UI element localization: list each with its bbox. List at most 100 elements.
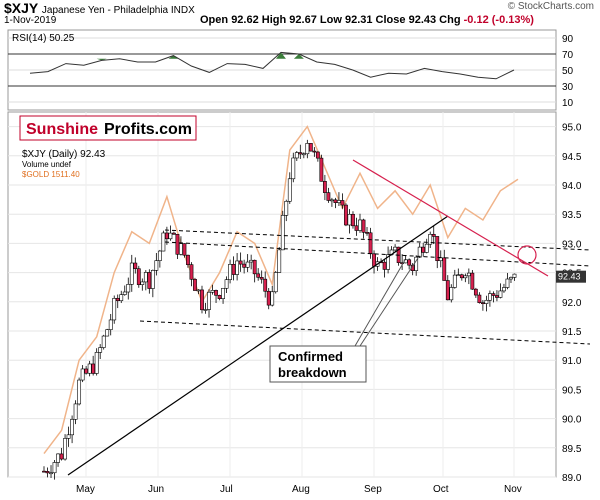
candle-body — [424, 243, 429, 253]
candle-body — [256, 273, 261, 278]
candle-body — [291, 157, 296, 180]
callout-line1: Confirmed — [278, 349, 343, 364]
rsi-line — [29, 51, 515, 80]
candle-body — [140, 281, 145, 285]
candle-body — [87, 363, 92, 374]
candle-body — [168, 232, 173, 240]
candle-body — [101, 335, 106, 348]
low-label: Low — [319, 14, 342, 26]
rsi-grid — [8, 37, 556, 103]
candle-body — [354, 225, 359, 231]
candle-body — [200, 289, 204, 311]
candle-body — [214, 290, 218, 296]
high-label: High — [261, 14, 287, 26]
rsi-tick-label: 90 — [562, 34, 574, 45]
candle-body — [445, 280, 450, 301]
candle-body — [431, 233, 436, 237]
candle-body — [249, 259, 254, 263]
candle-body — [470, 272, 475, 290]
candle-body — [259, 277, 264, 280]
month-tick-label: May — [76, 484, 95, 495]
lower-channel-line — [139, 320, 591, 345]
price-tick-label: 94.0 — [562, 181, 582, 192]
candle-body — [94, 352, 99, 374]
rsi-axis: 10 30 50 70 90 — [562, 34, 574, 109]
candle-body — [108, 319, 113, 330]
candle-body — [333, 199, 338, 203]
candle-body — [449, 287, 454, 301]
candle-body — [84, 368, 89, 374]
candle-body — [245, 261, 250, 268]
price-tick-label: 93.0 — [562, 239, 582, 250]
month-tick-label: Sep — [364, 484, 382, 495]
callout-pointer-1 — [354, 259, 406, 347]
candle-body — [438, 257, 443, 262]
rsi-tick-label: 10 — [562, 98, 574, 109]
candle-body — [294, 152, 299, 159]
candle-body — [164, 232, 169, 240]
candle-body — [495, 295, 499, 298]
main-panel — [7, 111, 557, 478]
candle-body — [322, 181, 327, 193]
price-tick-label: 90.5 — [562, 385, 582, 396]
candle-body — [228, 264, 232, 280]
price-tick-label: 91.0 — [562, 356, 582, 367]
candle-body — [407, 259, 412, 266]
candle-body — [98, 347, 103, 353]
candle-body — [477, 294, 482, 304]
candle-body — [491, 293, 496, 296]
candle-body — [235, 260, 240, 275]
candle-body — [147, 272, 152, 289]
price-tick-label: 93.5 — [562, 210, 582, 221]
rsi-tick-label: 70 — [562, 50, 574, 61]
candle-body — [326, 192, 331, 201]
candle-body — [502, 287, 506, 292]
time-axis: May Jun Jul Aug Sep Oct Nov — [76, 484, 522, 495]
candle-body — [193, 278, 197, 291]
candle-body — [347, 213, 352, 226]
ohlc-readout: Open 92.62 High 92.67 Low 92.31 Close 92… — [200, 14, 534, 26]
candle-body — [386, 254, 390, 270]
price-tick-label: 95.0 — [562, 123, 582, 134]
callout-pointer-2 — [359, 257, 419, 347]
chart-date: 1-Nov-2019 — [4, 15, 57, 26]
candle-body — [73, 403, 78, 420]
exchange: INDX — [170, 5, 195, 16]
close-label: Close — [375, 14, 406, 26]
candle-body — [270, 291, 275, 306]
candle-body — [238, 260, 243, 265]
rsi-tick-label: 50 — [562, 66, 574, 77]
chg-label: Chg — [439, 14, 461, 26]
candle-body — [49, 472, 53, 475]
candle-body — [143, 272, 148, 283]
month-tick-label: Nov — [504, 484, 522, 495]
candle-body — [221, 287, 225, 299]
open-value: 92.62 — [231, 14, 259, 26]
candle-body — [512, 273, 517, 278]
candle-body — [456, 274, 461, 277]
month-tick-label: Oct — [433, 484, 449, 495]
candle-body — [277, 249, 282, 273]
candle-body — [319, 157, 324, 182]
price-tick-label: 89.0 — [562, 473, 582, 484]
candle-body — [129, 262, 134, 285]
candle-body — [351, 213, 355, 227]
candle-body — [315, 151, 320, 159]
candle-body — [330, 199, 334, 202]
resistance-circle — [517, 245, 537, 265]
rsi-title: RSI(14) 50.25 — [12, 33, 75, 44]
candle-body — [133, 262, 138, 270]
price-tick-label: 94.5 — [562, 152, 582, 163]
candle-body — [150, 269, 155, 289]
candle-body — [242, 263, 247, 268]
candle-body — [179, 243, 183, 255]
candle-body — [203, 309, 208, 311]
candle-body — [358, 219, 362, 231]
candle-body — [459, 274, 464, 279]
candle-body — [428, 233, 433, 245]
candle-body — [157, 250, 162, 261]
candle-body — [80, 368, 85, 381]
candle-body — [189, 264, 194, 280]
candle-body — [210, 290, 215, 293]
